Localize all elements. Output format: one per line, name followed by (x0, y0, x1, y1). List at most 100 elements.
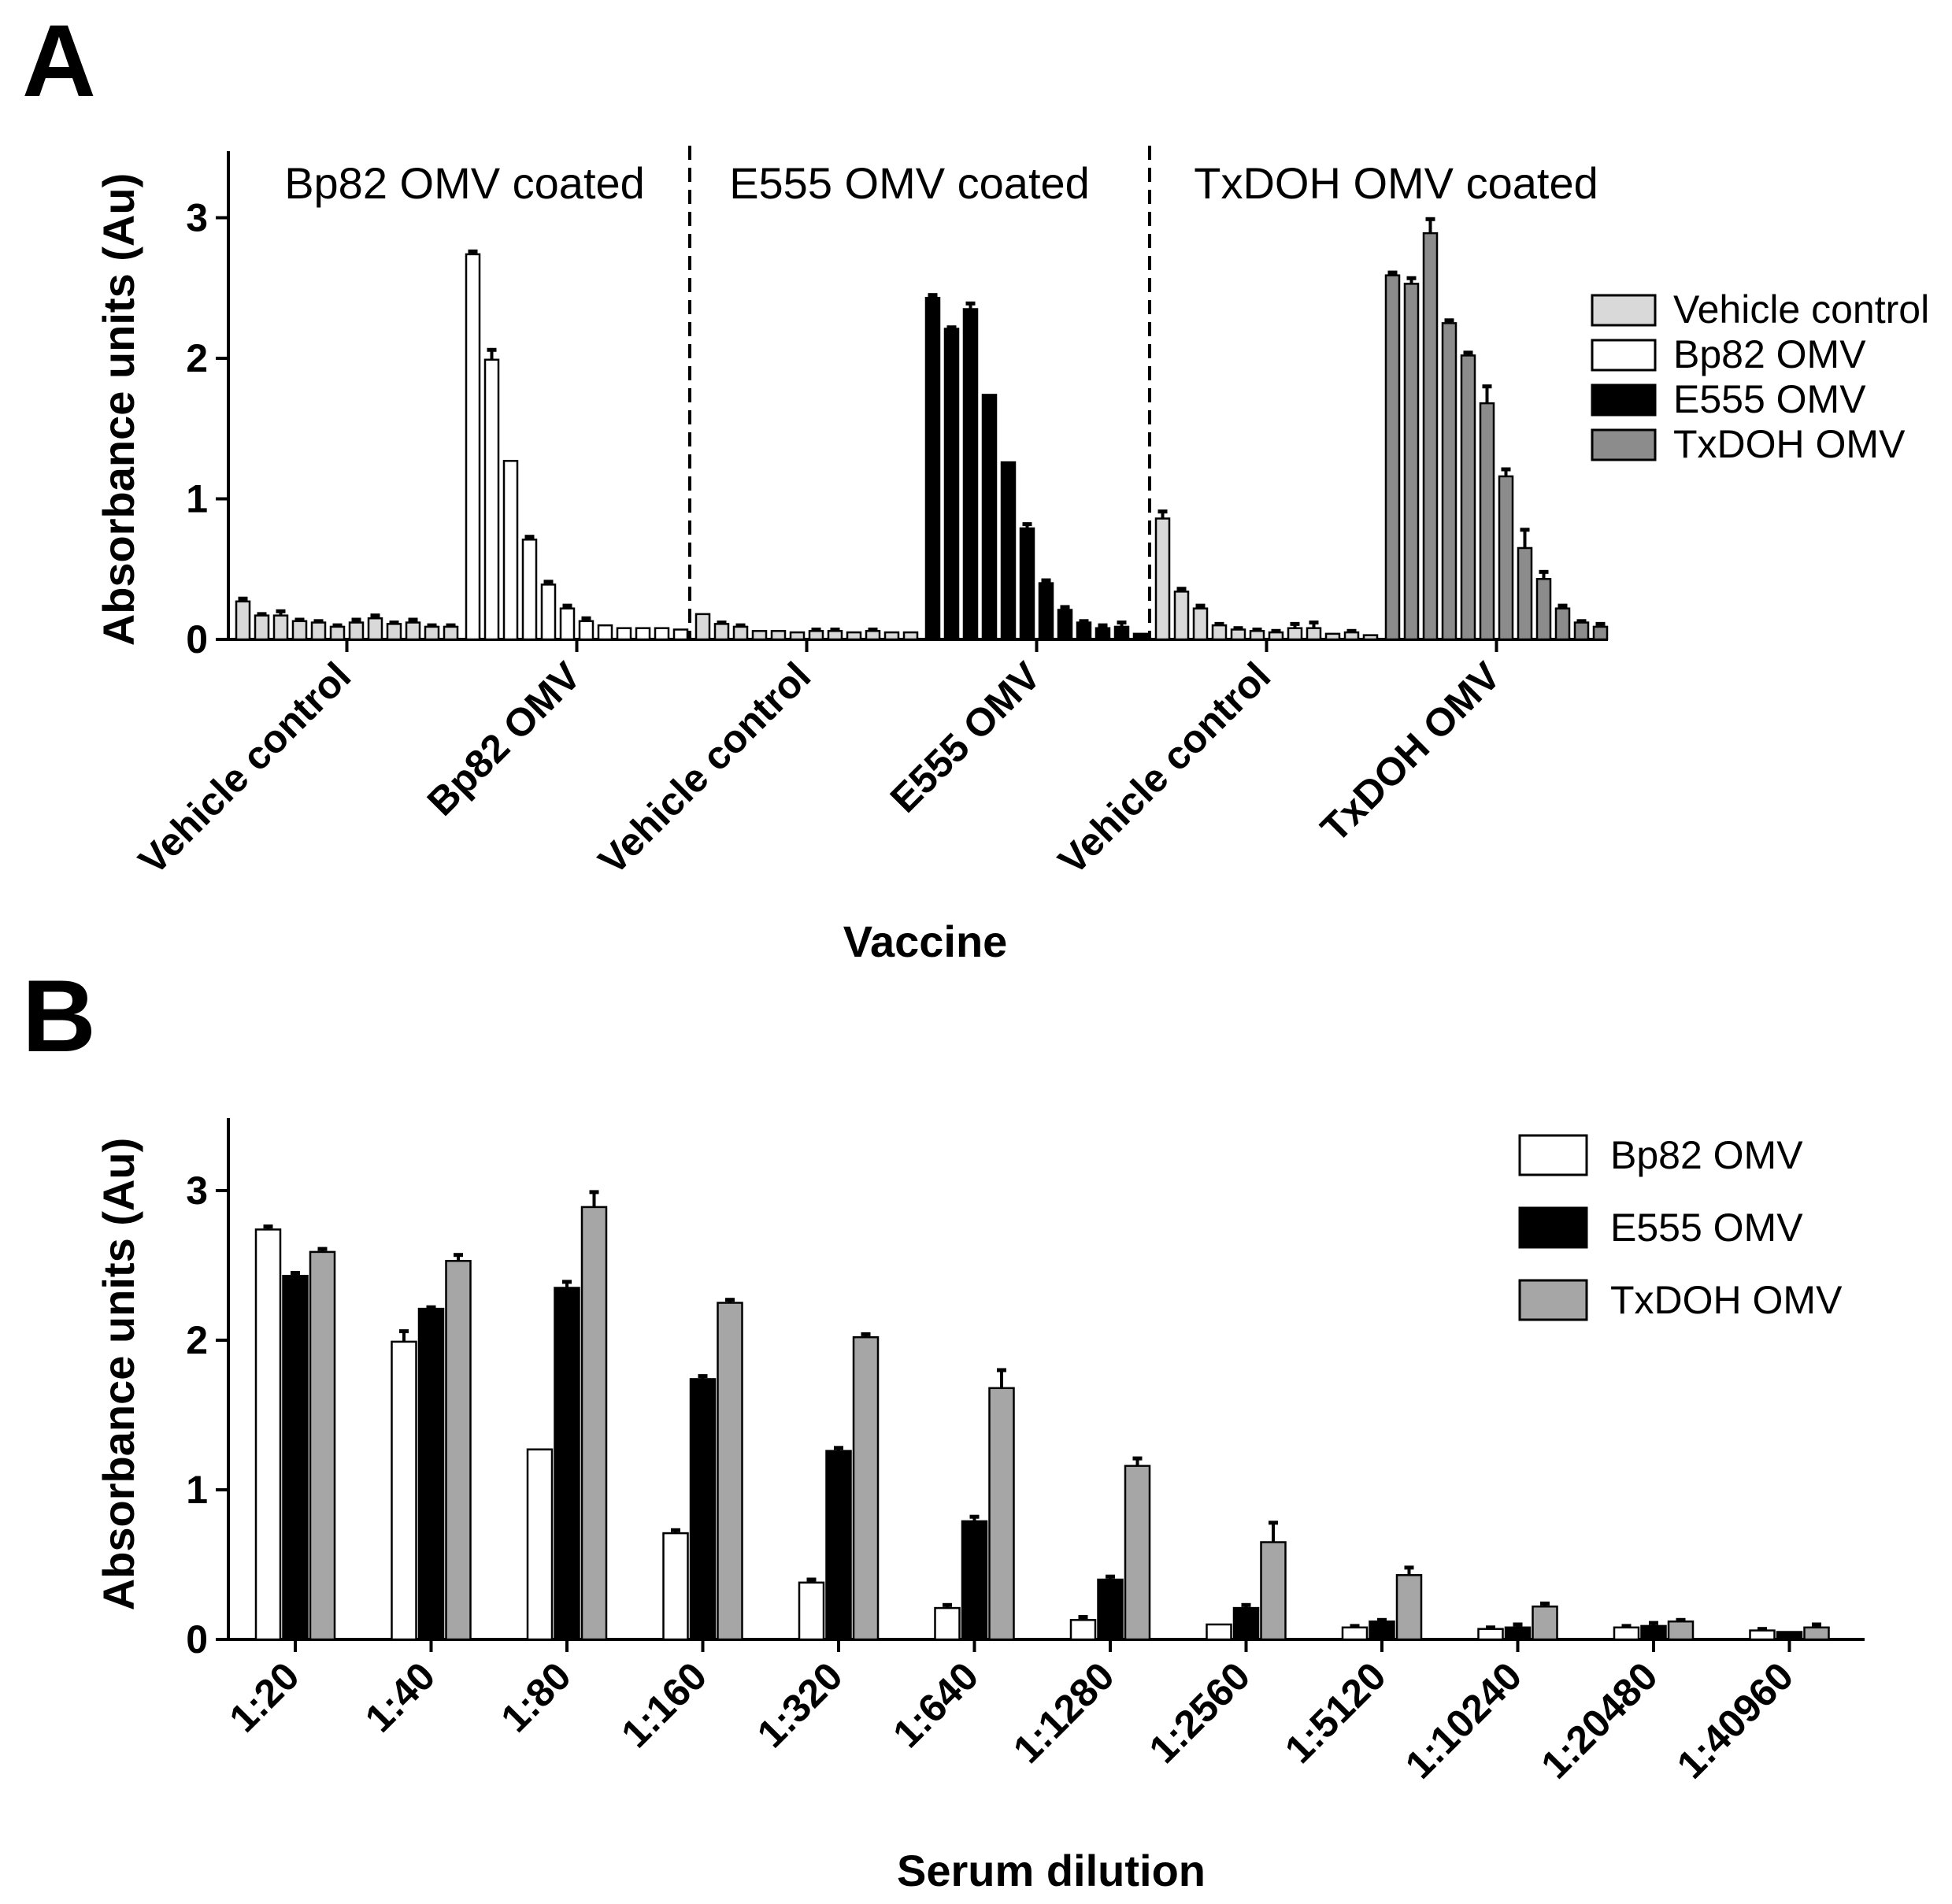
panel-b-bar (1776, 1631, 1803, 1641)
panel-a-bar (1422, 232, 1439, 641)
panel-a-bar (483, 358, 500, 641)
panel-a-bar (1019, 527, 1035, 641)
panel-b-bar (391, 1340, 417, 1641)
panel-a-bar (254, 614, 270, 641)
panel-b-bar (309, 1250, 336, 1641)
panel-b-bar (1260, 1541, 1287, 1641)
panel-b-bar (662, 1532, 689, 1641)
panel-a-bar (291, 620, 308, 641)
panel-a-bar (1573, 621, 1590, 641)
panel-a-bar (1095, 627, 1111, 641)
panel-a-y-tick-label: 3 (186, 196, 208, 240)
panel-a-x-tick-label: TxDOH OMV (1312, 654, 1509, 850)
panel-a-legend-label: E555 OMV (1673, 377, 1866, 421)
panel-a-bar (1403, 283, 1420, 641)
panel-a-bar (1384, 274, 1401, 641)
panel-b-bar (798, 1581, 825, 1641)
panel-a-bar (732, 625, 749, 641)
panel-a-x-tick-label: Vehicle control (130, 654, 359, 883)
panel-a-bar (597, 624, 613, 641)
panel-a-legend-label: TxDOH OMV (1673, 422, 1906, 466)
panel-a-bar (943, 328, 960, 641)
panel-b-y-tick-label: 0 (186, 1617, 208, 1661)
panel-a-bar (672, 628, 689, 641)
panel-a-x-tick-label: Vehicle control (590, 654, 819, 883)
panel-b-x-tick-label: 1:1280 (1005, 1654, 1123, 1772)
panel-b-x-tick-label: 1:10240 (1397, 1654, 1530, 1787)
panel-b-bar (1532, 1605, 1558, 1641)
panel-a-bar (1498, 475, 1514, 641)
panel-b-bar (689, 1378, 717, 1641)
panel-a-y-tick-label: 2 (186, 336, 208, 380)
panel-b-bar (1341, 1626, 1369, 1641)
panel-a-bar (1230, 628, 1246, 641)
panel-b-x-tick-label: 1:40 (357, 1654, 443, 1740)
panel-a-bar (1249, 630, 1265, 641)
panel-a-bar (1057, 609, 1073, 641)
panel-a-bar (1517, 546, 1533, 641)
panel-a-bar (962, 308, 979, 641)
panel-b-bar (1395, 1574, 1423, 1641)
panel-a-bar (310, 621, 327, 641)
panel-b-bar (1613, 1626, 1640, 1641)
panel-b-x-tick-label: 1:5120 (1276, 1654, 1395, 1772)
panel-a-x-tick-label: E555 OMV (882, 654, 1050, 821)
panel-b-bar (1232, 1606, 1260, 1641)
panel-b-legend-label: TxDOH OMV (1610, 1278, 1843, 1322)
panel-b-bar (445, 1260, 472, 1641)
panel-b-x-tick-label: 1:160 (613, 1654, 715, 1756)
panel-b-bar (526, 1448, 554, 1641)
panel-b-bar (1749, 1629, 1776, 1641)
panel-a-bar (1343, 631, 1360, 641)
panel-a-section-label: Bp82 OMV coated (284, 158, 645, 208)
panel-a-bar (808, 630, 824, 641)
panel-a-bar (770, 630, 787, 641)
panel-b-x-tick-label: 1:40960 (1669, 1654, 1802, 1787)
panel-b-x-tick-label: 1:320 (749, 1654, 851, 1756)
panel-b-letter: B (22, 958, 96, 1073)
panel-a-section-label: E555 OMV coated (729, 158, 1090, 208)
panel-b-bar (1640, 1624, 1667, 1641)
panel-a-bar (616, 627, 632, 641)
panel-a-bar (367, 617, 383, 641)
panel-b-bar (580, 1206, 608, 1641)
panel-a-bar (1268, 631, 1284, 641)
panel-a-bar (789, 631, 806, 641)
panel-b-y-tick-label: 3 (186, 1169, 208, 1213)
panel-a-bar (827, 630, 843, 641)
panel-b-bar (852, 1335, 880, 1641)
panel-a-bar (654, 627, 670, 641)
panel-a-bar (902, 631, 919, 641)
panel-a-bar (1192, 607, 1209, 641)
panel-b-y-tick-label: 2 (186, 1318, 208, 1362)
panel-a-x-tick-label: Vehicle control (1050, 654, 1279, 883)
panel-a-section-label: TxDOH OMV coated (1194, 158, 1598, 208)
panel-a-bar (1287, 627, 1303, 641)
panel-b-bar (1803, 1626, 1830, 1641)
panel-a-bar (635, 627, 651, 641)
panel-a-bar (1362, 634, 1379, 641)
panel-b-legend: Bp82 OMV E555 OMV TxDOH OMV (1518, 1133, 1843, 1322)
panel-a-bar (465, 253, 481, 641)
panel-b-xlabel: Serum dilution (897, 1846, 1206, 1895)
panel-b-bar (1206, 1623, 1232, 1641)
panel-b-legend-swatch (1518, 1134, 1588, 1176)
panel-a-bar (502, 460, 519, 641)
panel-b-bar (934, 1606, 961, 1641)
panel-a-bar (1113, 625, 1130, 641)
panel-a-bar (578, 620, 594, 641)
panel-a-bar (1173, 591, 1190, 641)
panel-a-bar (846, 631, 862, 641)
panel-b-x-tick-label: 1:640 (884, 1654, 987, 1756)
panel-b-x-tick-label: 1:80 (492, 1654, 579, 1740)
panel-a-bar (865, 630, 881, 641)
panel-b-legend-swatch (1518, 1206, 1588, 1249)
panel-a-letter: A (22, 3, 96, 118)
panel-a-bar (1132, 632, 1149, 641)
panel-a-bar (1038, 582, 1054, 641)
panel-a-y-tick-label: 1 (186, 477, 208, 521)
panel-a-legend-swatch (1591, 428, 1657, 461)
panel-b-bar (825, 1450, 852, 1641)
